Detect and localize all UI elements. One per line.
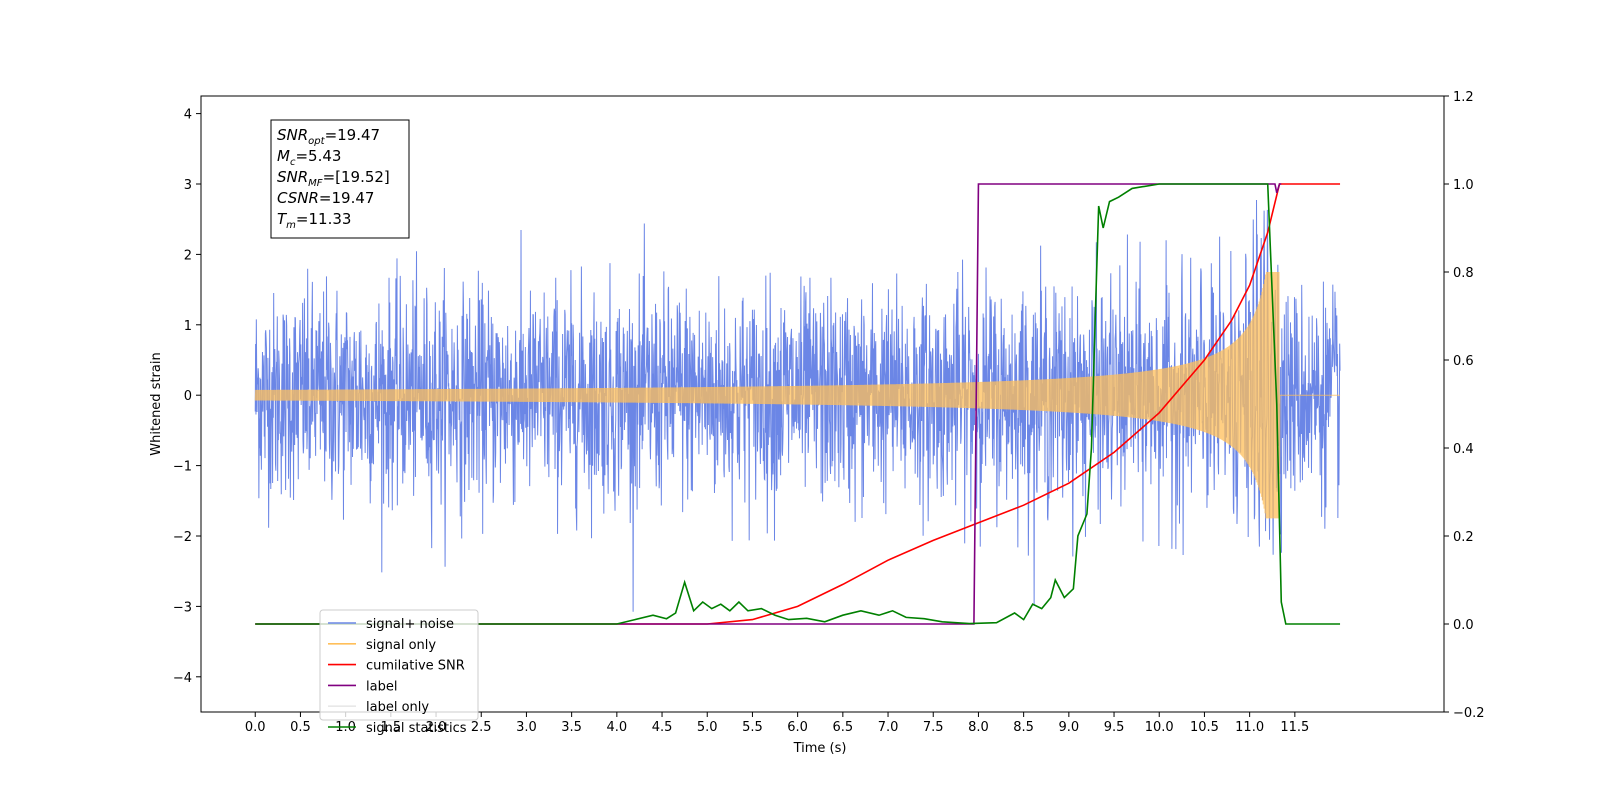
x-tick-label: 6.0	[787, 720, 808, 735]
x-axis-title: Time (s)	[793, 741, 847, 756]
y-tick-label-right: 0.0	[1453, 618, 1474, 633]
info-line: SNRMF=[19.52]	[277, 168, 390, 189]
x-tick-label: 7.0	[878, 720, 899, 735]
info-line: Mc=5.43	[277, 147, 341, 168]
legend-label: label only	[366, 700, 429, 715]
y-tick-label-right: 0.4	[1453, 442, 1474, 457]
y-tick-label-left: −1	[173, 460, 192, 475]
info-line: Tm=11.33	[277, 210, 351, 231]
x-tick-label: 3.0	[516, 720, 537, 735]
y-tick-label-right: 0.8	[1453, 266, 1474, 281]
legend-label: signal only	[366, 638, 436, 653]
x-tick-label: 3.5	[561, 720, 582, 735]
x-tick-label: 0.5	[290, 720, 311, 735]
y-tick-label-right: 0.2	[1453, 530, 1474, 545]
y-tick-label-right: 1.2	[1453, 90, 1474, 105]
legend-label: signal statistics	[366, 721, 467, 736]
x-tick-label: 2.5	[471, 720, 492, 735]
y-tick-label-left: −3	[173, 600, 192, 615]
info-line: SNRopt=19.47	[277, 126, 380, 147]
x-tick-label: 2.0	[426, 720, 447, 735]
series-signal-only	[254, 271, 1341, 519]
y-tick-label-left: 2	[184, 248, 192, 263]
legend: signal+ noise signal only cumilative SNR la…	[319, 609, 479, 736]
x-tick-label: 8.0	[968, 720, 989, 735]
legend-label: cumilative SNR	[366, 659, 465, 674]
x-tick-label: 9.5	[1104, 720, 1125, 735]
x-tick-label: 10.5	[1190, 720, 1219, 735]
x-tick-label: 11.0	[1235, 720, 1264, 735]
y-tick-label-left: −4	[173, 671, 192, 686]
x-tick-label: 6.5	[832, 720, 853, 735]
x-tick-label: 4.5	[652, 720, 673, 735]
y-axis-title: Whitened strain	[149, 352, 164, 455]
y-tick-label-left: 0	[184, 389, 192, 404]
x-tick-label: 9.0	[1058, 720, 1079, 735]
y-tick-label-right: 0.6	[1453, 354, 1474, 369]
series-cumulative-snr	[255, 183, 1341, 625]
x-tick-label: 5.0	[697, 720, 718, 735]
y-tick-label-left: −2	[173, 530, 192, 545]
info-line: CSNR=19.47	[277, 189, 374, 207]
y-tick-label-left: 1	[184, 319, 192, 334]
y-tick-label-right: 1.0	[1453, 178, 1474, 193]
x-tick-label: 10.0	[1145, 720, 1174, 735]
y-tick-label-right: −0.2	[1453, 706, 1485, 721]
x-tick-label: 0.0	[245, 720, 266, 735]
info-box: SNRopt=19.47Mc=5.43SNRMF=[19.52]CSNR=19.…	[270, 119, 410, 239]
x-tick-label: 5.5	[742, 720, 763, 735]
x-tick-label: 11.5	[1280, 720, 1309, 735]
legend-label: signal+ noise	[366, 617, 454, 632]
y-tick-label-left: 4	[184, 108, 192, 123]
x-tick-label: 4.0	[606, 720, 627, 735]
x-tick-label: 7.5	[923, 720, 944, 735]
y-tick-label-left: 3	[184, 178, 192, 193]
x-tick-label: 8.5	[1013, 720, 1034, 735]
series-signal-statistics	[255, 183, 1341, 625]
plot-frame	[200, 95, 1445, 713]
x-tick-label: 1.5	[380, 720, 401, 735]
legend-label: label	[366, 679, 397, 694]
